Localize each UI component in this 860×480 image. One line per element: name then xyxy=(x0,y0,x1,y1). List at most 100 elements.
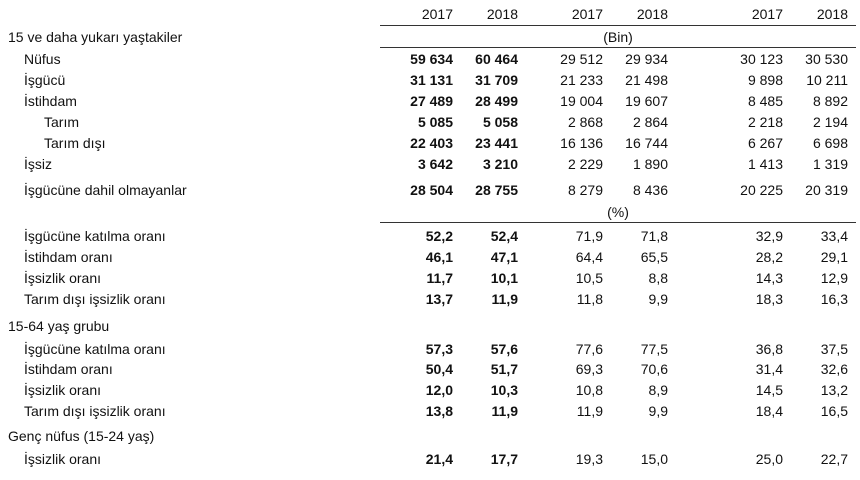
cell-value: 57,6 xyxy=(490,341,518,357)
cell-value: 13,7 xyxy=(425,291,453,307)
row-label: Tarım xyxy=(44,114,79,130)
cell-value: 59 634 xyxy=(410,51,453,67)
row-label: İstihdam oranı xyxy=(24,249,113,265)
cell-value: 3 642 xyxy=(417,156,453,172)
row-label: Nüfus xyxy=(24,51,61,67)
unit-label: (Bin) xyxy=(603,29,633,45)
cell-value: 29 512 xyxy=(560,51,603,67)
cell-value: 8 892 xyxy=(812,93,848,109)
cell-value: 1 319 xyxy=(812,156,848,172)
cell-value: 2 229 xyxy=(567,156,603,172)
cell-value: 50,4 xyxy=(425,361,453,377)
row-label: İşgücüne dahil olmayanlar xyxy=(24,182,187,198)
year-header: 2017 xyxy=(421,6,453,22)
cell-value: 6 698 xyxy=(812,135,848,151)
cell-value: 14,3 xyxy=(755,270,783,286)
cell-value: 18,4 xyxy=(755,403,783,419)
cell-value: 36,8 xyxy=(755,341,783,357)
cell-value: 31 709 xyxy=(475,72,518,88)
cell-value: 28 499 xyxy=(475,93,518,109)
row-label: Tarım dışı işsizlik oranı xyxy=(24,403,166,419)
cell-value: 12,0 xyxy=(425,382,453,398)
cell-value: 2 194 xyxy=(812,114,848,130)
cell-value: 1 890 xyxy=(632,156,668,172)
cell-value: 71,9 xyxy=(575,228,603,244)
cell-value: 16 136 xyxy=(560,135,603,151)
row-label: İşsizlik oranı xyxy=(24,451,102,467)
year-header: 2018 xyxy=(816,6,848,22)
cell-value: 8,9 xyxy=(648,382,668,398)
cell-value: 19 607 xyxy=(625,93,668,109)
cell-value: 17,7 xyxy=(490,451,518,467)
cell-value: 21,4 xyxy=(425,451,453,467)
cell-value: 22 403 xyxy=(410,135,453,151)
cell-value: 8 485 xyxy=(747,93,783,109)
cell-value: 10 211 xyxy=(806,72,848,88)
cell-value: 32,9 xyxy=(755,228,783,244)
year-header: 2017 xyxy=(751,6,783,22)
cell-value: 57,3 xyxy=(425,341,453,357)
cell-value: 16 744 xyxy=(625,135,668,151)
cell-value: 33,4 xyxy=(820,228,848,244)
cell-value: 52,4 xyxy=(490,228,518,244)
cell-value: 23 441 xyxy=(475,135,518,151)
cell-value: 2 864 xyxy=(632,114,668,130)
cell-value: 16,3 xyxy=(820,291,848,307)
cell-value: 20 225 xyxy=(740,182,783,198)
year-header: 2018 xyxy=(486,6,518,22)
row-label: İşsiz xyxy=(24,156,52,172)
cell-value: 52,2 xyxy=(425,228,453,244)
cell-value: 6 267 xyxy=(747,135,783,151)
unit-rule xyxy=(380,47,856,48)
cell-value: 14,5 xyxy=(755,382,783,398)
cell-value: 10,1 xyxy=(490,270,518,286)
cell-value: 51,7 xyxy=(490,361,518,377)
row-label: İşgücüne katılma oranı xyxy=(24,228,166,244)
cell-value: 29,1 xyxy=(820,249,848,265)
cell-value: 37,5 xyxy=(820,341,848,357)
cell-value: 5 058 xyxy=(482,114,518,130)
cell-value: 13,2 xyxy=(820,382,848,398)
cell-value: 10,8 xyxy=(575,382,603,398)
cell-value: 28,2 xyxy=(755,249,783,265)
row-label: Tarım dışı işsizlik oranı xyxy=(24,291,166,307)
cell-value: 12,9 xyxy=(820,270,848,286)
cell-value: 30 530 xyxy=(805,51,848,67)
cell-value: 21 498 xyxy=(625,72,668,88)
unit-rule xyxy=(380,222,856,223)
cell-value: 19 004 xyxy=(560,93,603,109)
section-label: 15 ve daha yukarı yaştakiler xyxy=(8,29,183,45)
cell-value: 9,9 xyxy=(648,403,668,419)
cell-value: 2 868 xyxy=(567,114,603,130)
cell-value: 21 233 xyxy=(560,72,603,88)
cell-value: 18,3 xyxy=(755,291,783,307)
cell-value: 47,1 xyxy=(490,249,518,265)
cell-value: 71,8 xyxy=(640,228,668,244)
cell-value: 3 210 xyxy=(482,156,518,172)
cell-value: 8 279 xyxy=(567,182,603,198)
cell-value: 22,7 xyxy=(820,451,848,467)
section-label: Genç nüfus (15-24 yaş) xyxy=(8,428,155,444)
cell-value: 11,7 xyxy=(426,270,453,286)
cell-value: 60 464 xyxy=(475,51,518,67)
section-label: 15-64 yaş grubu xyxy=(8,318,110,334)
cell-value: 15,0 xyxy=(640,451,668,467)
cell-value: 69,3 xyxy=(575,361,603,377)
cell-value: 46,1 xyxy=(425,249,453,265)
cell-value: 19,3 xyxy=(575,451,603,467)
cell-value: 65,5 xyxy=(640,249,668,265)
cell-value: 28 755 xyxy=(475,182,518,198)
cell-value: 77,6 xyxy=(575,341,603,357)
cell-value: 8 436 xyxy=(632,182,668,198)
cell-value: 11,8 xyxy=(576,291,603,307)
cell-value: 28 504 xyxy=(410,182,453,198)
row-label: İstihdam xyxy=(24,93,77,109)
cell-value: 11,9 xyxy=(491,291,518,307)
cell-value: 16,5 xyxy=(820,403,848,419)
cell-value: 9,9 xyxy=(648,291,668,307)
header-rule xyxy=(380,25,856,26)
cell-value: 30 123 xyxy=(740,51,783,67)
row-label: İşgücüne katılma oranı xyxy=(24,341,166,357)
cell-value: 9 898 xyxy=(747,72,783,88)
